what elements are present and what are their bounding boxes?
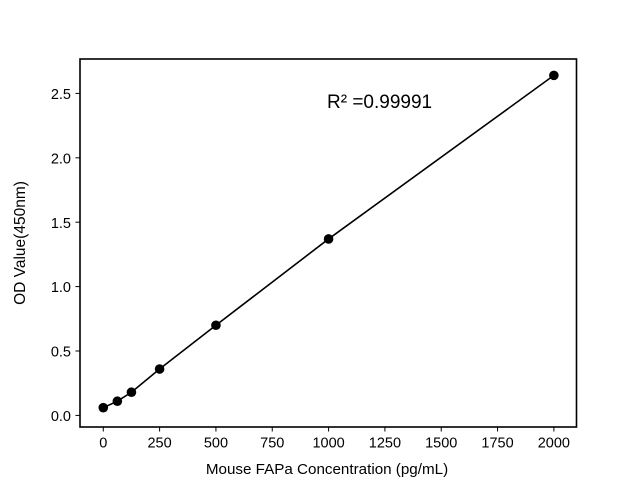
svg-text:0: 0 (99, 436, 107, 452)
svg-text:500: 500 (204, 436, 228, 452)
svg-text:Mouse FAPa Concentration (pg/m: Mouse FAPa Concentration (pg/mL) (206, 461, 448, 478)
svg-text:2000: 2000 (538, 436, 570, 452)
svg-text:250: 250 (147, 436, 171, 452)
svg-text:750: 750 (260, 436, 284, 452)
svg-text:1500: 1500 (425, 436, 457, 452)
svg-text:0.0: 0.0 (51, 409, 71, 425)
svg-text:1.0: 1.0 (51, 280, 71, 296)
svg-text:OD Value(450nm): OD Value(450nm) (12, 181, 29, 305)
svg-text:1.5: 1.5 (51, 216, 71, 232)
svg-text:1250: 1250 (369, 436, 401, 452)
svg-text:2.0: 2.0 (51, 151, 71, 167)
svg-text:1750: 1750 (481, 436, 513, 452)
svg-text:0.5: 0.5 (51, 345, 71, 361)
svg-text:R² =0.99991: R² =0.99991 (327, 92, 432, 113)
svg-text:2.5: 2.5 (51, 87, 71, 103)
svg-text:1000: 1000 (312, 436, 344, 452)
